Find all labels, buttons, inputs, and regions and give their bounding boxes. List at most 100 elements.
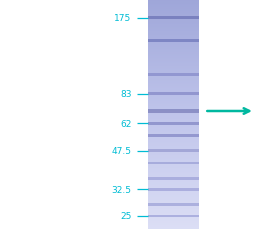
Bar — [148, 31, 199, 32]
Bar — [148, 175, 199, 176]
Bar — [148, 134, 199, 138]
Bar — [148, 41, 199, 42]
Bar — [148, 105, 199, 106]
Bar — [148, 128, 199, 129]
Bar — [148, 209, 199, 210]
Bar — [148, 184, 199, 185]
Bar — [148, 77, 199, 78]
Bar — [148, 74, 199, 75]
Bar — [148, 45, 199, 46]
Bar — [148, 6, 199, 7]
Bar — [148, 72, 199, 73]
Bar — [148, 85, 199, 86]
Bar — [148, 221, 199, 222]
Bar — [148, 183, 199, 184]
Bar — [148, 214, 199, 215]
Bar — [148, 108, 199, 109]
Bar — [148, 136, 199, 137]
Bar — [148, 207, 199, 208]
Bar — [148, 135, 199, 136]
Bar — [148, 139, 199, 140]
Bar — [148, 76, 199, 77]
Bar — [148, 66, 199, 67]
Bar — [148, 126, 199, 127]
Bar — [148, 205, 199, 206]
Bar — [148, 4, 199, 5]
Bar — [148, 153, 199, 154]
Bar — [148, 133, 199, 134]
Bar — [148, 120, 199, 121]
Bar — [148, 134, 199, 135]
Bar — [148, 97, 199, 98]
Bar — [148, 176, 199, 177]
Bar — [148, 100, 199, 101]
Bar — [148, 226, 199, 227]
Bar — [148, 188, 199, 191]
Bar — [148, 39, 199, 40]
Bar — [148, 56, 199, 57]
Bar — [148, 154, 199, 155]
Bar — [148, 168, 199, 169]
Bar — [148, 46, 199, 47]
Bar — [148, 143, 199, 144]
Bar — [148, 10, 199, 11]
Bar — [148, 192, 199, 193]
Bar — [148, 8, 199, 9]
Bar — [148, 52, 199, 53]
Bar — [148, 178, 199, 179]
Bar — [148, 113, 199, 114]
Bar — [148, 103, 199, 104]
Bar — [148, 91, 199, 92]
Bar — [148, 166, 199, 167]
Text: 47.5: 47.5 — [112, 146, 132, 155]
Bar — [148, 60, 199, 61]
Bar — [148, 180, 199, 181]
Bar — [148, 142, 199, 143]
Bar — [148, 222, 199, 223]
Bar — [148, 171, 199, 172]
Bar — [148, 92, 199, 93]
Bar — [148, 228, 199, 229]
Bar — [148, 159, 199, 160]
Bar — [148, 199, 199, 200]
Bar — [148, 121, 199, 122]
Bar — [148, 49, 199, 50]
Bar — [148, 169, 199, 170]
Bar — [148, 225, 199, 226]
Bar — [148, 107, 199, 108]
Bar — [148, 163, 199, 164]
Bar — [148, 211, 199, 212]
Bar — [148, 42, 199, 43]
Bar — [148, 152, 199, 153]
Bar — [148, 20, 199, 21]
Bar — [148, 53, 199, 54]
Bar — [148, 140, 199, 141]
Bar — [148, 90, 199, 91]
Bar — [148, 58, 199, 59]
Bar — [148, 187, 199, 188]
Bar — [148, 37, 199, 38]
Bar — [148, 146, 199, 147]
Bar — [148, 21, 199, 22]
Bar — [148, 227, 199, 228]
Bar — [148, 217, 199, 218]
Bar — [148, 68, 199, 69]
Bar — [148, 81, 199, 82]
Bar — [148, 0, 199, 1]
Bar — [148, 83, 199, 84]
Bar — [148, 101, 199, 102]
Bar — [148, 145, 199, 146]
Bar — [148, 33, 199, 34]
Bar — [148, 197, 199, 198]
Bar — [148, 125, 199, 126]
Bar — [148, 80, 199, 81]
Bar — [148, 167, 199, 168]
Bar — [148, 118, 199, 119]
Bar — [148, 200, 199, 201]
Bar — [148, 16, 199, 17]
Bar — [148, 87, 199, 88]
Bar — [148, 104, 199, 105]
Bar — [148, 71, 199, 72]
Bar — [148, 201, 199, 202]
Bar — [148, 177, 199, 178]
